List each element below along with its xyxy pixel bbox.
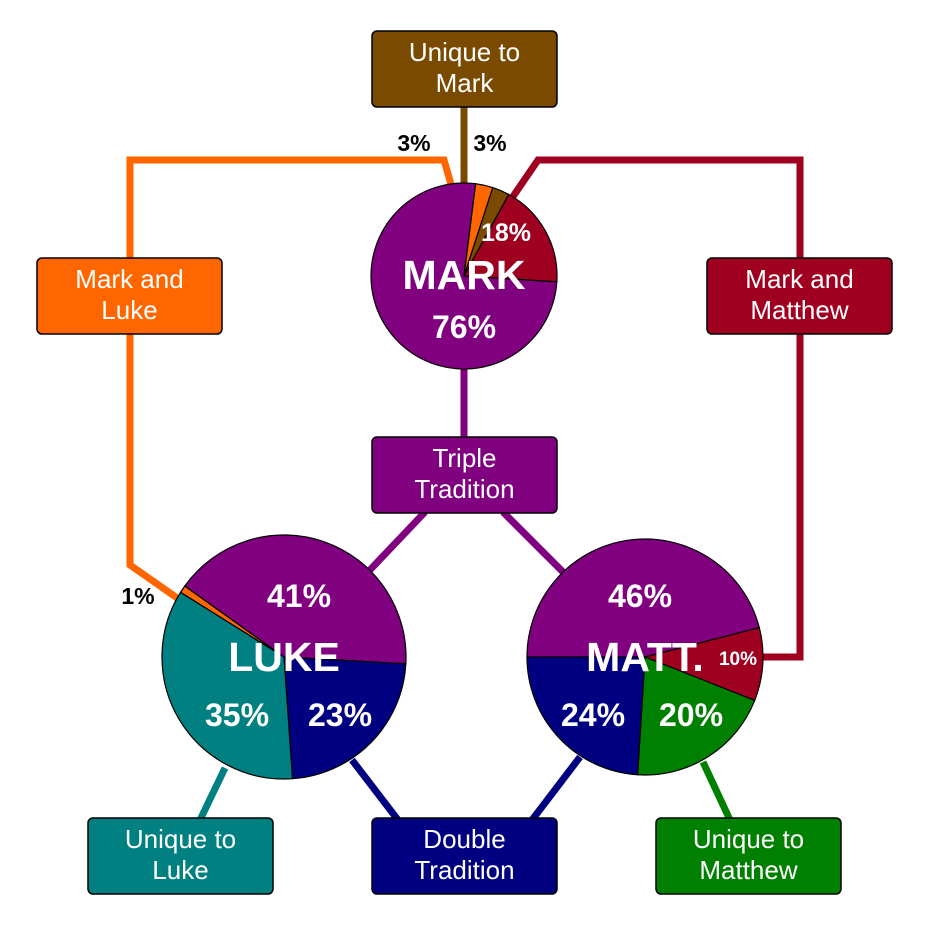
luke-label-triple: 41% [267,578,331,614]
box-triple-line2: Tradition [414,474,514,504]
luke-label-mark-luke: 1% [121,583,154,609]
box-unique-mark-line1: Unique to [409,37,520,67]
connector-triple-matthew [500,509,566,575]
box-unique-mark: Unique to Mark [371,30,558,108]
matthew-label-triple: 46% [608,578,672,614]
box-triple-tradition: Triple Tradition [371,436,558,514]
pie-mark [370,182,558,370]
connector-mark-matthew [509,156,804,661]
box-mark-luke: Mark and Luke [36,257,223,335]
box-double-line1: Double [423,824,505,854]
pie-title-matthew: MATT. [586,634,704,680]
luke-label-unique-luke: 35% [205,697,269,733]
matthew-label-double: 24% [561,697,625,733]
box-triple-line1: Triple [432,443,496,473]
connector-unique-luke [196,766,229,822]
connector-triple-luke [365,509,428,575]
matthew-slice-triple [526,538,761,658]
box-double-line2: Tradition [414,855,514,885]
matthew-label-mark-matthew: 10% [719,649,757,670]
box-unique-luke-line2: Luke [152,855,208,885]
connector-double-matthew [529,754,583,823]
pie-matthew [526,538,764,776]
box-unique-matthew-line1: Unique to [693,824,804,854]
matthew-slice-mark-matthew [643,626,764,702]
luke-label-double: 23% [308,697,372,733]
pie-title-mark: MARK [403,252,526,298]
box-unique-matthew-line2: Matthew [699,855,797,885]
luke-slice-unique-luke [161,591,294,780]
luke-slice-triple [183,534,407,665]
box-mark-matthew: Mark and Matthew [706,257,893,335]
box-unique-mark-line2: Mark [436,68,495,98]
mark-slice-mark-luke [463,183,494,277]
connector-unique-matthew [699,760,734,822]
mark-label-mark-matthew: 18% [481,219,531,247]
box-mark-matthew-line1: Mark and [745,264,853,294]
box-mark-luke-line1: Mark and [75,264,183,294]
box-unique-matthew: Unique to Matthew [655,817,842,895]
mark-label-triple: 76% [432,309,496,345]
box-double-tradition: Double Tradition [371,817,558,895]
luke-slice-double [283,656,407,780]
box-unique-luke-line1: Unique to [125,824,236,854]
box-unique-luke: Unique to Luke [87,817,274,895]
pie-luke [161,534,407,780]
mark-label-mark-luke: 3% [397,130,430,156]
box-mark-luke-line2: Luke [101,295,157,325]
matthew-label-unique-matthew: 20% [659,697,723,733]
matthew-slice-double [526,656,646,776]
connectors [126,106,804,823]
connector-double-luke [349,757,401,823]
mark-label-unique-mark: 3% [473,130,506,156]
box-mark-matthew-line2: Matthew [750,295,848,325]
mark-slice-mark-matthew [463,193,558,283]
matthew-slice-unique-matthew [636,656,756,776]
pie-title-luke: LUKE [228,634,340,680]
connector-mark-luke [126,156,459,603]
